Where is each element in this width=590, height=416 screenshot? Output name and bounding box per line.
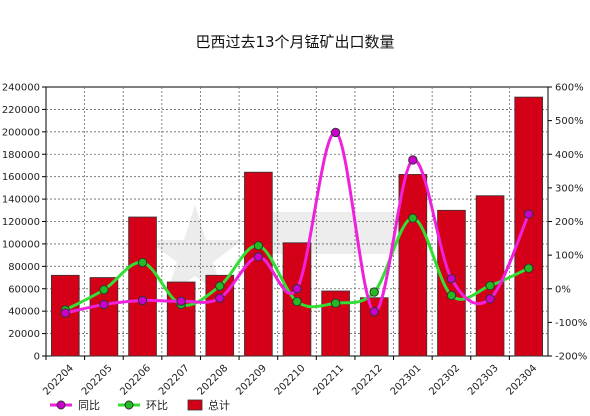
- point-yoy-202206: [137, 295, 148, 306]
- legend-label-total: 总计: [208, 398, 230, 412]
- left-axis-label: 20000: [8, 329, 40, 340]
- x-axis-label: 202211: [311, 363, 346, 398]
- left-axis-label: 100000: [2, 239, 40, 250]
- left-axis-label: 180000: [2, 150, 40, 161]
- bar-202303: [475, 195, 505, 357]
- right-axis-label: 200%: [555, 217, 584, 228]
- point-yoy-202211: [330, 127, 341, 138]
- watermark-logo: [147, 205, 418, 297]
- point-yoy-202301: [408, 155, 418, 165]
- right-axis-label: -100%: [555, 318, 587, 329]
- point-mom-202209: [253, 241, 264, 251]
- left-axis-label: 200000: [2, 127, 40, 138]
- bar-202301: [398, 174, 428, 357]
- x-axis-label: 202205: [80, 363, 115, 398]
- right-axis-label: 600%: [555, 83, 584, 94]
- x-axis-label: 202301: [389, 363, 424, 398]
- bar-202304: [514, 96, 543, 357]
- right-axis-label: 0%: [555, 284, 571, 295]
- point-yoy-202302: [446, 273, 457, 284]
- right-axis-label: 400%: [555, 150, 584, 161]
- point-yoy-202303: [485, 294, 495, 304]
- left-axis-label: 0: [34, 352, 40, 363]
- point-mom-202301: [408, 213, 418, 223]
- bar-202212: [359, 297, 389, 357]
- left-axis-label: 40000: [8, 307, 40, 318]
- x-axis-label: 202303: [466, 363, 501, 398]
- left-axis-label: 80000: [8, 262, 40, 273]
- point-yoy-202208: [215, 293, 225, 303]
- point-mom-202304: [523, 263, 534, 273]
- x-axis-label: 202204: [41, 363, 76, 398]
- point-yoy-202209: [253, 252, 264, 262]
- point-yoy-202210: [292, 284, 302, 294]
- point-yoy-202204: [60, 308, 71, 318]
- point-mom-202212: [369, 287, 379, 297]
- watermark-star-icon: [147, 205, 243, 297]
- left-axis-label: 240000: [2, 83, 40, 94]
- point-yoy-202212: [369, 306, 379, 317]
- point-mom-202208: [215, 281, 225, 291]
- point-yoy-202205: [99, 299, 109, 310]
- right-axis-label: 300%: [555, 183, 584, 194]
- legend-label-mom: 环比: [146, 399, 168, 412]
- point-yoy-202304: [523, 209, 534, 219]
- bar-202205: [89, 277, 119, 357]
- left-axis-label: 160000: [2, 172, 40, 183]
- point-yoy-202207: [176, 296, 186, 306]
- legend-swatch-total: [187, 399, 203, 411]
- x-axis-label: 202207: [157, 363, 192, 398]
- right-axis-label: 100%: [555, 251, 584, 262]
- legend-label-yoy: 同比: [78, 399, 100, 412]
- watermark-band: [248, 212, 418, 254]
- bar-202206: [128, 216, 157, 357]
- legend-marker-mom: [124, 400, 134, 410]
- left-axis-label: 220000: [2, 105, 40, 116]
- bar-202207: [166, 281, 196, 357]
- left-axis-label: 120000: [2, 217, 40, 228]
- x-axis-label: 202302: [427, 363, 462, 398]
- x-axis-label: 202209: [234, 363, 269, 398]
- point-mom-202205: [99, 285, 109, 295]
- x-axis-label: 202210: [273, 363, 308, 398]
- chart-title: 巴西过去13个月锰矿出口数量: [195, 33, 395, 51]
- legend: 同比 环比 总计: [50, 398, 230, 412]
- right-axis-label: 500%: [555, 116, 584, 127]
- right-axis-label: -200%: [555, 352, 587, 363]
- point-mom-202206: [137, 257, 148, 268]
- line-yoy: [64, 130, 531, 315]
- x-axis-label: 202208: [196, 363, 231, 398]
- left-axis-label: 140000: [2, 195, 40, 206]
- left-axis-label: 60000: [8, 284, 40, 295]
- legend-marker-yoy: [56, 400, 66, 410]
- x-axis-label: 202212: [350, 363, 385, 398]
- point-mom-202211: [330, 298, 341, 308]
- x-axis-label: 202206: [118, 363, 153, 398]
- point-mom-202210: [292, 296, 302, 307]
- point-mom-202302: [446, 290, 457, 301]
- point-mom-202303: [485, 281, 495, 291]
- x-axis-label: 202304: [505, 363, 540, 398]
